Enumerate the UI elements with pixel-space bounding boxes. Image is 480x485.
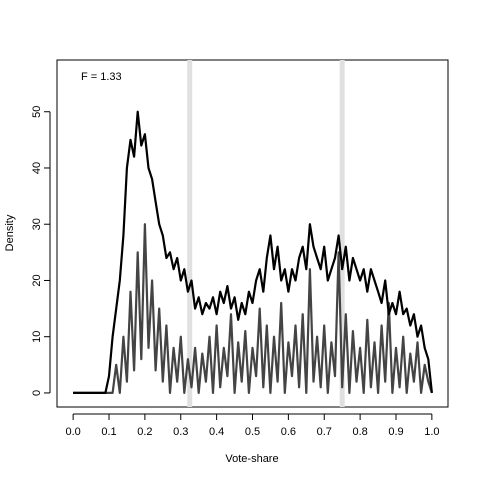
x-tick-label: 0.4 bbox=[209, 426, 224, 438]
series-line bbox=[73, 223, 433, 394]
x-axis-label: Vote-share bbox=[225, 453, 278, 465]
x-tick-label: 1.0 bbox=[424, 426, 439, 438]
x-tick-label: 0.3 bbox=[173, 426, 188, 438]
series-line bbox=[73, 110, 433, 394]
x-tick-label: 0.9 bbox=[388, 426, 403, 438]
y-tick-label: 30 bbox=[31, 218, 43, 230]
x-tick-label: 0.0 bbox=[65, 426, 80, 438]
y-tick-label: 0 bbox=[31, 390, 43, 396]
y-tick-label: 50 bbox=[31, 106, 43, 118]
y-tick-label: 10 bbox=[31, 331, 43, 343]
x-tick-label: 0.7 bbox=[317, 426, 332, 438]
x-tick-label: 0.6 bbox=[281, 426, 296, 438]
x-tick-label: 0.2 bbox=[137, 426, 152, 438]
y-tick-label: 20 bbox=[31, 274, 43, 286]
annotation: F = 1.33 bbox=[81, 71, 122, 83]
plot-frame bbox=[56, 59, 449, 408]
x-tick-label: 0.8 bbox=[352, 426, 367, 438]
x-tick-label: 0.1 bbox=[101, 426, 116, 438]
y-tick-label: 40 bbox=[31, 162, 43, 174]
y-axis-label: Density bbox=[4, 214, 16, 251]
x-tick-label: 0.5 bbox=[245, 426, 260, 438]
